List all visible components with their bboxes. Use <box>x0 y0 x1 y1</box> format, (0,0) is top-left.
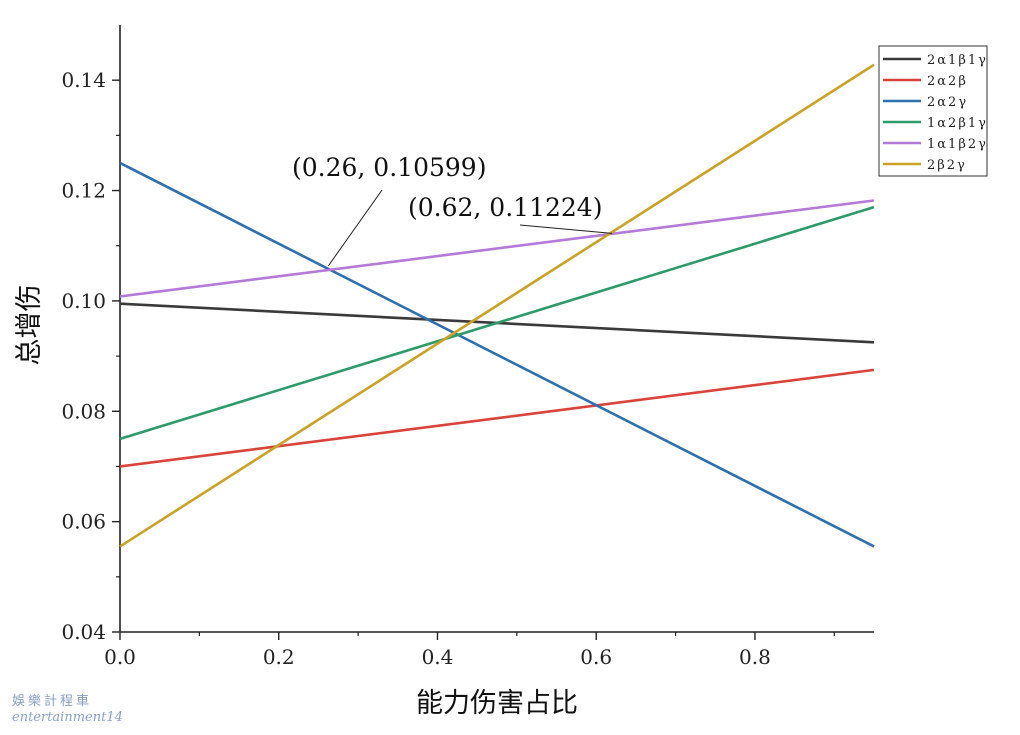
annotation-label-1: (0.26, 0.10599) <box>292 153 486 182</box>
y-tick-label: 0.06 <box>61 510 106 534</box>
series-line-3 <box>119 161 875 548</box>
y-axis-title: 总增伤 <box>14 285 45 366</box>
x-tick-label: 0.6 <box>580 645 612 669</box>
annotation-leader-1 <box>327 189 383 267</box>
legend: 2α1β1γ 2α2β 2α2γ 1α2β1γ 1α1β2γ 2β2γ <box>878 45 988 177</box>
x-tick-label: 0.8 <box>739 645 771 669</box>
y-tick-label: 0.04 <box>61 620 106 644</box>
legend-entry-2: 2α2β <box>927 74 968 89</box>
watermark-line2: entertainment14 <box>12 710 123 725</box>
series-line-2 <box>119 368 875 468</box>
y-tick-label: 0.12 <box>61 179 106 203</box>
legend-entry-3: 2α2γ <box>927 95 968 110</box>
annotation-layer: (0.26, 0.10599) (0.62, 0.11224) <box>292 153 613 267</box>
annotation-leader-2 <box>519 224 613 234</box>
watermark-line1: 娛樂計程車 <box>12 694 93 709</box>
x-tick-label: 0.2 <box>263 645 295 669</box>
series-layer <box>119 63 875 548</box>
legend-entry-1: 2α1β1γ <box>927 53 988 68</box>
y-tick-label: 0.10 <box>61 289 106 313</box>
y-tick-label: 0.14 <box>61 68 106 92</box>
series-line-5 <box>119 199 875 298</box>
x-tick-label: 0.0 <box>104 645 136 669</box>
legend-entry-4: 1α2β1γ <box>927 116 988 131</box>
x-tick-label: 0.4 <box>422 645 454 669</box>
legend-entry-6: 2β2γ <box>927 158 967 173</box>
legend-entry-5: 1α1β2γ <box>927 137 988 152</box>
legend-box <box>878 45 988 177</box>
annotation-label-2: (0.62, 0.11224) <box>408 193 602 222</box>
series-line-6 <box>119 63 875 548</box>
y-tick-label: 0.08 <box>61 399 106 423</box>
series-line-4 <box>119 205 875 441</box>
plot-axes: 0.04 0.06 0.08 0.10 0.12 0.14 0.0 0.2 0.4 0.6 0.8 <box>61 25 874 669</box>
watermark: 娛樂計程車 entertainment14 <box>12 694 123 726</box>
x-axis-title: 能力伤害占比 <box>416 688 578 719</box>
